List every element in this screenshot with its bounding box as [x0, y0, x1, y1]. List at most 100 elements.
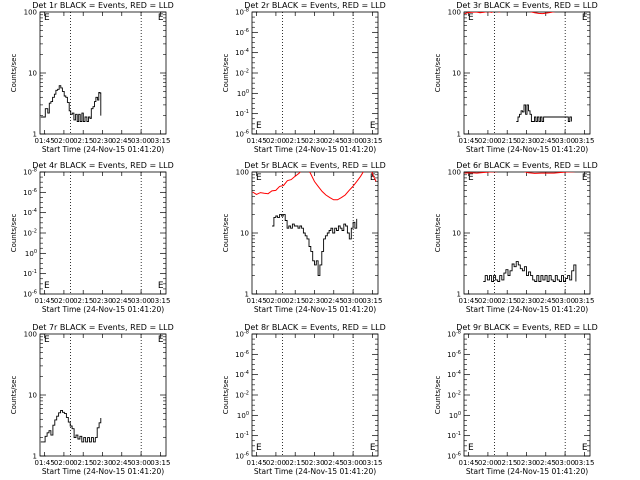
y-axis-label: Counts/sec [10, 214, 18, 253]
x-tick-label: 03:15 [574, 459, 594, 467]
x-tick-label: 02:00 [266, 297, 286, 305]
x-tick-label: 02:30 [92, 137, 112, 145]
x-tick-label: 02:45 [324, 297, 344, 305]
y-tick-label: 100 [237, 411, 249, 420]
y-tick-label: 10-1 [447, 431, 461, 440]
x-tick-label: 02:30 [304, 459, 324, 467]
plot-frame [463, 333, 591, 457]
e-marker: E [468, 443, 474, 453]
x-tick-label: 03:15 [362, 137, 382, 145]
plot-frame [463, 11, 591, 135]
y-tick-label: 10-2 [447, 391, 461, 400]
y-axis-label: Counts/sec [222, 376, 230, 415]
y-tick-label: 10-6 [235, 452, 249, 461]
x-tick-label: 02:00 [54, 459, 74, 467]
e-marker: E [44, 281, 50, 291]
y-tick-label: 10-4 [235, 370, 249, 379]
e-marker: E [582, 443, 588, 453]
events-series-line [516, 104, 572, 122]
x-tick-label: 03:15 [150, 137, 170, 145]
x-tick-label: 03:15 [574, 297, 594, 305]
y-axis-label: Counts/sec [222, 54, 230, 93]
x-tick-label: 01:45 [35, 297, 55, 305]
y-tick-label: 10-6 [235, 350, 249, 359]
x-axis-label: Start Time (24-Nov-15 01:41:20) [466, 467, 588, 476]
plot-frame [251, 333, 379, 457]
y-axis-label: Counts/sec [222, 214, 230, 253]
e-marker: E [44, 13, 50, 23]
y-tick-label: 10-6 [447, 452, 461, 461]
x-axis-label: Start Time (24-Nov-15 01:41:20) [42, 305, 164, 314]
x-tick-label: 02:30 [516, 297, 536, 305]
y-tick-label: 10-8 [235, 330, 249, 339]
panel-title: Det 6r BLACK = Events, RED = LLD [456, 161, 598, 170]
x-tick-label: 02:15 [285, 459, 305, 467]
panel-title: Det 1r BLACK = Events, RED = LLD [32, 1, 174, 10]
y-tick-label: 1 [33, 453, 37, 461]
y-tick-label: 100 [449, 411, 461, 420]
x-tick-label: 03:15 [362, 459, 382, 467]
plot-frame [39, 333, 167, 457]
x-tick-label: 02:15 [285, 297, 305, 305]
y-tick-label: 10-2 [235, 69, 249, 78]
x-tick-label: 02:45 [536, 459, 556, 467]
x-tick-label: 02:45 [324, 137, 344, 145]
x-tick-label: 03:00 [555, 137, 575, 145]
plot-frame [251, 171, 379, 295]
y-tick-label: 100 [24, 9, 37, 17]
x-tick-label: 02:30 [92, 459, 112, 467]
x-tick-label: 01:45 [247, 459, 267, 467]
panel-title: Det 2r BLACK = Events, RED = LLD [244, 1, 386, 10]
e-marker: E [256, 173, 262, 183]
y-tick-label: 10-2 [235, 391, 249, 400]
x-tick-label: 02:30 [304, 297, 324, 305]
e-marker: E [256, 443, 262, 453]
e-marker: E [44, 335, 50, 345]
x-tick-label: 03:00 [343, 459, 363, 467]
x-axis-label: Start Time (24-Nov-15 01:41:20) [254, 467, 376, 476]
x-tick-label: 02:30 [304, 137, 324, 145]
e-marker: E [158, 13, 164, 23]
x-tick-label: 02:00 [266, 459, 286, 467]
e-marker: E [158, 281, 164, 291]
y-tick-label: 10-6 [23, 290, 37, 299]
x-tick-label: 03:00 [131, 459, 151, 467]
x-tick-label: 02:30 [92, 297, 112, 305]
lld-series-line [464, 12, 556, 15]
e-marker: E [468, 173, 474, 183]
x-tick-label: 02:45 [324, 459, 344, 467]
y-tick-label: 10 [452, 70, 461, 78]
x-axis-label: Start Time (24-Nov-15 01:41:20) [466, 305, 588, 314]
lld-series-line [252, 172, 377, 201]
y-tick-label: 10-1 [23, 269, 37, 278]
y-tick-label: 10-8 [235, 8, 249, 17]
y-tick-label: 10-8 [23, 168, 37, 177]
x-tick-label: 02:30 [516, 459, 536, 467]
y-tick-label: 100 [448, 9, 461, 17]
panel-title: Det 9r BLACK = Events, RED = LLD [456, 323, 598, 332]
y-tick-label: 10-8 [447, 330, 461, 339]
x-tick-label: 02:00 [54, 297, 74, 305]
y-tick-label: 10-6 [447, 350, 461, 359]
x-tick-label: 02:00 [266, 137, 286, 145]
x-tick-label: 01:45 [35, 137, 55, 145]
e-marker: E [370, 121, 376, 131]
events-series-line [483, 261, 577, 282]
y-axis-label: Counts/sec [434, 214, 442, 253]
y-tick-label: 10 [452, 230, 461, 238]
x-tick-label: 01:45 [459, 297, 479, 305]
x-tick-label: 03:00 [555, 459, 575, 467]
x-tick-label: 03:15 [150, 297, 170, 305]
y-tick-label: 10-4 [447, 370, 461, 379]
events-series-line [272, 214, 358, 277]
x-axis-label: Start Time (24-Nov-15 01:41:20) [254, 305, 376, 314]
x-tick-label: 02:15 [285, 137, 305, 145]
x-axis-label: Start Time (24-Nov-15 01:41:20) [254, 145, 376, 154]
x-tick-label: 03:15 [362, 297, 382, 305]
